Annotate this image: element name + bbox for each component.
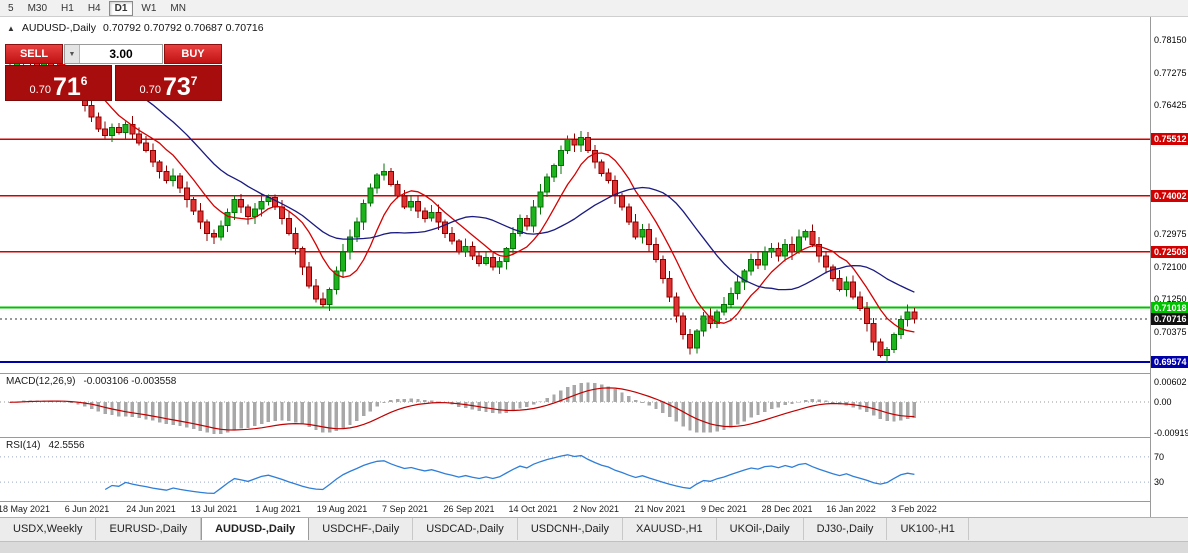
chart-symbol-period: AUDUSD-,Daily (21, 22, 97, 34)
date-label: 7 Sep 2021 (381, 504, 429, 514)
chart-area[interactable]: ▲ AUDUSD-,Daily 0.70792 0.70792 0.70687 … (0, 17, 1188, 517)
ma-fast-line (57, 63, 915, 333)
macd-axis-label: -0.00919 (1154, 427, 1188, 438)
price-tick: 0.78150 (1154, 34, 1187, 45)
price-level-label: 0.71018 (1151, 301, 1188, 314)
macd-axis-label: 0.00 (1154, 397, 1172, 408)
chart-tab-usdchf-daily[interactable]: USDCHF-,Daily (309, 518, 414, 540)
price-tick: 0.72975 (1154, 229, 1187, 240)
timeframe-button-h1[interactable]: H1 (61, 2, 74, 14)
price-chart-canvas[interactable] (0, 17, 1150, 517)
timeframe-button-d1[interactable]: D1 (108, 0, 134, 16)
trade-prices-row: 0.70 71 6 0.70 73 7 (5, 65, 222, 101)
price-axis[interactable]: 0.78150 0.77275 0.76425 0.72975 0.72100 0.712… (1150, 17, 1188, 517)
timeframe-button-5[interactable]: 5 (8, 2, 14, 14)
chart-tab-xauusd-h1[interactable]: XAUUSD-,H1 (623, 518, 717, 540)
one-click-trading-widget: SELL ▼ 3.00 BUY 0.70 71 6 0.70 73 7 (5, 44, 222, 101)
sell-price-tile[interactable]: 0.70 71 6 (5, 65, 112, 101)
macd-signal-line (9, 387, 915, 431)
status-bar (0, 541, 1188, 553)
rsi-value: 42.5556 (48, 440, 85, 451)
rsi-indicator-label: RSI(14) 42.5556 (6, 440, 85, 451)
chart-tab-uk100-h1[interactable]: UK100-,H1 (887, 518, 969, 540)
rsi-axis-label: 30 (1154, 477, 1165, 488)
chart-tab-dj30-daily[interactable]: DJ30-,Daily (804, 518, 888, 540)
chart-tab-usdcad-daily[interactable]: USDCAD-,Daily (413, 518, 518, 540)
chart-tab-audusd-daily[interactable]: AUDUSD-,Daily (201, 518, 310, 540)
buy-button[interactable]: BUY (164, 44, 222, 64)
sell-price-prefix: 0.70 (29, 84, 51, 96)
buy-price-pips: 73 (162, 73, 191, 101)
time-axis[interactable]: 18 May 2021 6 Jun 2021 24 Jun 2021 13 Jul 2… (0, 503, 1150, 517)
sell-price-pips: 71 (52, 73, 81, 101)
volume-input[interactable]: 3.00 (109, 47, 133, 61)
level-lines (0, 138, 1150, 363)
rsi-axis-label: 70 (1154, 451, 1165, 462)
volume-box: ▼ 3.00 (64, 44, 163, 64)
buy-price-tile[interactable]: 0.70 73 7 (115, 65, 222, 101)
buy-price-point: 7 (190, 74, 198, 88)
date-label: 28 Dec 2021 (761, 504, 813, 514)
chart-tabs-bar: USDX,Weekly EURUSD-,Daily AUDUSD-,Daily USD… (0, 517, 1188, 541)
macd-axis-label: 0.00602 (1154, 377, 1187, 388)
price-level-label: 0.72508 (1151, 245, 1188, 258)
sell-button[interactable]: SELL (5, 44, 63, 64)
timeframe-button-h4[interactable]: H4 (87, 2, 101, 14)
price-level-label: 0.69574 (1151, 355, 1188, 368)
macd-values: -0.003106 -0.003558 (83, 376, 177, 387)
pane-separator[interactable] (0, 437, 1188, 438)
rsi-line (104, 454, 915, 495)
pane-separator[interactable] (0, 501, 1188, 502)
candles-layer (7, 50, 918, 363)
chart-tab-eurusd-daily[interactable]: EURUSD-,Daily (96, 518, 202, 540)
date-label: 18 May 2021 (0, 504, 51, 514)
trade-buttons-row: SELL ▼ 3.00 BUY (5, 44, 222, 64)
chart-ohlc-values: 0.70792 0.70792 0.70687 0.70716 (103, 22, 264, 34)
timeframe-button-m30[interactable]: M30 (27, 2, 48, 14)
timeframe-button-w1[interactable]: W1 (141, 2, 157, 14)
price-tick: 0.71250 (1154, 294, 1187, 305)
date-label: 26 Sep 2021 (443, 504, 495, 514)
price-tick: 0.72100 (1154, 262, 1187, 273)
timeframe-button-mn[interactable]: MN (170, 2, 186, 14)
date-label: 9 Dec 2021 (700, 504, 748, 514)
chart-tab-usdx-weekly[interactable]: USDX,Weekly (0, 518, 97, 540)
ma-slow-line (138, 95, 915, 293)
macd-name: MACD(12,26,9) (6, 376, 76, 387)
current-price-label: 0.70716 (1151, 313, 1188, 326)
date-label: 3 Feb 2022 (891, 504, 937, 514)
sell-price-point: 6 (80, 74, 88, 88)
date-label: 16 Jan 2022 (826, 504, 876, 514)
price-level-label: 0.74002 (1151, 189, 1188, 202)
price-tick: 0.70375 (1154, 326, 1187, 337)
pane-separator[interactable] (0, 373, 1188, 374)
date-label: 2 Nov 2021 (572, 504, 620, 514)
price-tick: 0.77275 (1154, 67, 1187, 78)
date-label: 14 Oct 2021 (508, 504, 558, 514)
date-label: 13 Jul 2021 (190, 504, 238, 514)
chart-tab-ukoil-daily[interactable]: UKOil-,Daily (717, 518, 804, 540)
chart-title: ▲ AUDUSD-,Daily 0.70792 0.70792 0.70687 … (7, 22, 264, 34)
date-label: 19 Aug 2021 (316, 504, 368, 514)
chart-icon: ▲ (7, 23, 15, 33)
timeframe-toolbar: 5 M30 H1 H4 D1 W1 MN (0, 0, 1188, 17)
price-tick: 0.76425 (1154, 99, 1187, 110)
date-label: 24 Jun 2021 (126, 504, 176, 514)
date-label: 1 Aug 2021 (255, 504, 301, 514)
chart-tab-usdcnh-daily[interactable]: USDCNH-,Daily (518, 518, 624, 540)
date-label: 6 Jun 2021 (64, 504, 110, 514)
macd-indicator-label: MACD(12,26,9) -0.003106 -0.003558 (6, 376, 176, 387)
price-level-label: 0.75512 (1151, 132, 1188, 145)
rsi-pane (0, 454, 1150, 495)
date-label: 21 Nov 2021 (634, 504, 686, 514)
volume-dropdown-icon[interactable]: ▼ (65, 45, 80, 63)
rsi-name: RSI(14) (6, 440, 41, 451)
macd-pane (0, 382, 1150, 435)
buy-price-prefix: 0.70 (139, 84, 161, 96)
